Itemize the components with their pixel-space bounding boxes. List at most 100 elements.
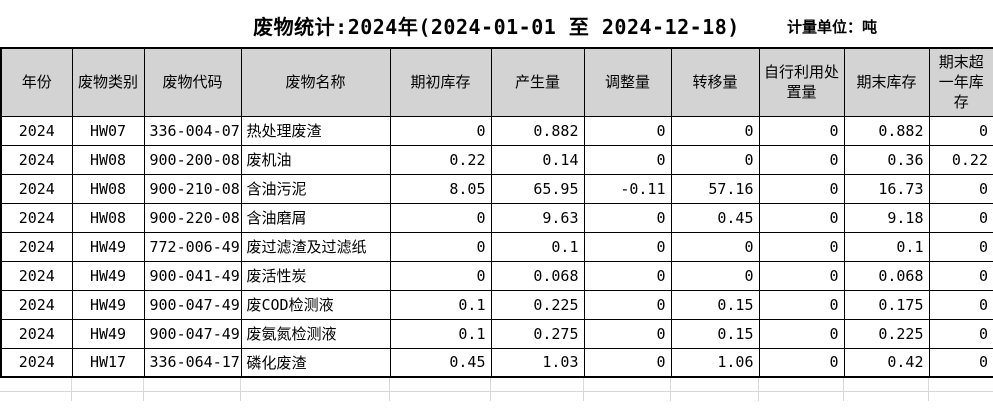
empty-grid-cell [843, 391, 929, 401]
table-cell: 0.275 [490, 318, 585, 349]
column-header: 年份 [0, 47, 73, 117]
empty-grid-cell [143, 391, 241, 401]
table-cell: 0 [928, 202, 993, 233]
table-cell: 热处理废渣 [240, 115, 391, 146]
table-cell: HW17 [71, 347, 145, 378]
table-cell: 0.175 [843, 289, 930, 320]
column-header: 自行利用处置量 [758, 47, 845, 117]
table-cell: 1.06 [670, 347, 760, 378]
table-cell: 900-041-49 [143, 260, 242, 291]
table-cell: HW08 [71, 173, 145, 204]
table-cell: 0 [928, 347, 993, 378]
title-bar: 废物统计:2024年(2024-01-01 至 2024-12-18) 计量单位… [0, 0, 993, 47]
table-cell: 0.36 [843, 144, 930, 175]
table-cell: 0 [758, 202, 845, 233]
table-cell: 0.1 [389, 318, 492, 349]
table-cell: HW49 [71, 260, 145, 291]
table-cell: 0 [758, 289, 845, 320]
table-cell: 0.42 [843, 347, 930, 378]
table-cell: 0.1 [389, 289, 492, 320]
table-cell: 0.225 [843, 318, 930, 349]
table-cell: 0.068 [490, 260, 585, 291]
empty-grid-cell [928, 378, 993, 392]
table-cell: 900-220-08 [143, 202, 242, 233]
column-header: 期初库存 [389, 47, 492, 117]
table-cell: 0 [670, 115, 760, 146]
table-cell: 0 [928, 289, 993, 320]
table-cell: 废氨氮检测液 [240, 318, 391, 349]
unit-label: 计量单位：吨 [787, 18, 878, 36]
empty-grid-cell [583, 391, 671, 401]
empty-grid-cell [389, 378, 491, 392]
table-cell: 0.15 [670, 289, 760, 320]
empty-grid-cell [143, 378, 241, 392]
table-cell: HW49 [71, 289, 145, 320]
table-cell: 0 [670, 231, 760, 262]
table-cell: 2024 [0, 115, 73, 146]
table-cell: 900-210-08 [143, 173, 242, 204]
table-cell: 0.882 [490, 115, 585, 146]
table-cell: 含油磨屑 [240, 202, 391, 233]
table-cell: 0.22 [928, 144, 993, 175]
empty-grid-cell [490, 378, 584, 392]
table-cell: 0 [583, 115, 672, 146]
table-cell: 0 [583, 289, 672, 320]
table-cell: 0 [583, 318, 672, 349]
table-cell: 0 [928, 115, 993, 146]
empty-grid-cell [670, 391, 759, 401]
table-cell: 0.882 [843, 115, 930, 146]
table-cell: 772-006-49 [143, 231, 242, 262]
table-row: 2024 HW07 336-004-07 热处理废渣 0 0.882 0 0 0 0.882 0 [0, 115, 993, 146]
table-cell: 磷化废渣 [240, 347, 391, 378]
table-row: 2024 HW49 772-006-49 废过滤渣及过滤纸 0 0.1 0 0 0 0.1 0 [0, 231, 993, 262]
table-cell: 0.14 [490, 144, 585, 175]
table-cell: 0.45 [389, 347, 492, 378]
empty-grid-cell [758, 391, 844, 401]
table-cell: 0 [670, 260, 760, 291]
empty-grid-cell [0, 391, 72, 401]
table-cell: 0 [583, 260, 672, 291]
table-cell: 336-004-07 [143, 115, 242, 146]
table-cell: HW49 [71, 318, 145, 349]
table-cell: 9.63 [490, 202, 585, 233]
empty-grid-cell [758, 378, 844, 392]
table-cell: 1.03 [490, 347, 585, 378]
empty-grid-cell [71, 378, 144, 392]
table-cell: 0 [583, 202, 672, 233]
empty-grid-cell [240, 378, 390, 392]
table-cell: 2024 [0, 231, 73, 262]
table-row: 2024 HW49 900-041-49 废活性炭 0 0.068 0 0 0 0.068 0 [0, 260, 993, 291]
table-cell: 0.225 [490, 289, 585, 320]
waste-statistics-table: 年份 废物类别 废物代码 废物名称 期初库存 产生量 调整量 转移量 自行利用处置量 期末库存 期末… [0, 47, 993, 378]
table-row: 2024 HW49 900-047-49 废COD检测液 0.1 0.225 0 0.15 0 0… [0, 289, 993, 320]
empty-grid-cell [0, 378, 72, 392]
column-header: 期末超一年库存 [928, 47, 993, 117]
table-cell: 0.1 [843, 231, 930, 262]
table-row: 2024 HW08 900-210-08 含油污泥 8.05 65.95 -0.11 57.1… [0, 173, 993, 204]
table-cell: 0 [758, 144, 845, 175]
table-cell: 2024 [0, 144, 73, 175]
table-cell: 0 [583, 144, 672, 175]
table-row: 2024 HW49 900-047-49 废氨氮检测液 0.1 0.275 0 0.15 0 0.… [0, 318, 993, 349]
table-row: 2024 HW08 900-200-08 废机油 0.22 0.14 0 0 0 0.36 0.22 [0, 144, 993, 175]
table-cell: 0 [389, 115, 492, 146]
table-cell: 0 [389, 260, 492, 291]
table-cell: 0 [758, 260, 845, 291]
table-cell: 0 [758, 318, 845, 349]
table-cell: 2024 [0, 318, 73, 349]
column-header: 产生量 [490, 47, 585, 117]
table-cell: HW08 [71, 144, 145, 175]
empty-grid-cell [240, 391, 390, 401]
table-cell: 0.1 [490, 231, 585, 262]
table-cell: 336-064-17 [143, 347, 242, 378]
empty-grid-cell [490, 391, 584, 401]
table-cell: 0 [758, 173, 845, 204]
empty-grid-cell [670, 378, 759, 392]
empty-grid-row [0, 378, 993, 392]
empty-grid-cell [583, 378, 671, 392]
table-cell: 0 [583, 231, 672, 262]
empty-grid-area [0, 378, 993, 401]
table-cell: 9.18 [843, 202, 930, 233]
table-cell: 0 [670, 144, 760, 175]
column-header: 转移量 [670, 47, 760, 117]
